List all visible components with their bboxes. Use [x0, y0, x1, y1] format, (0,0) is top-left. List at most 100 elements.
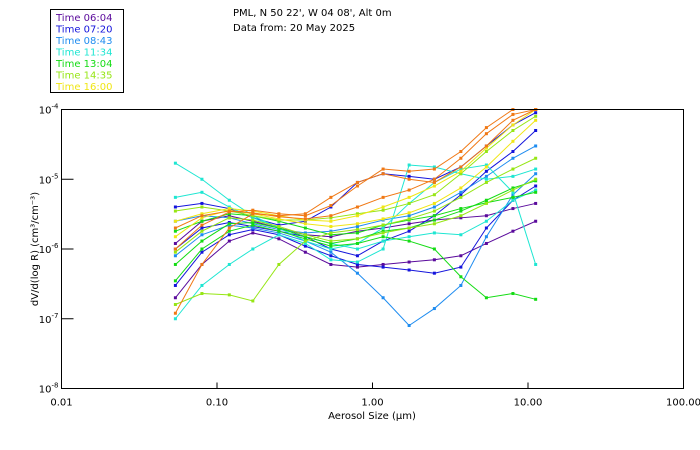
data-point: [303, 239, 307, 243]
legend-entry: Time 13:04: [55, 59, 112, 70]
data-point: [303, 217, 307, 221]
series-layer: [173, 108, 538, 328]
data-point: [200, 250, 204, 254]
data-point: [251, 220, 255, 224]
data-point: [407, 226, 411, 230]
data-point: [251, 218, 255, 222]
data-point: [432, 247, 436, 251]
data-point: [227, 198, 231, 202]
data-point: [432, 165, 436, 169]
data-point: [459, 283, 463, 287]
data-point: [511, 156, 515, 160]
data-point: [355, 260, 359, 264]
data-point: [251, 231, 255, 235]
data-point: [511, 207, 515, 211]
data-point: [381, 217, 385, 221]
data-point: [355, 262, 359, 266]
data-point: [511, 190, 515, 194]
data-point: [381, 208, 385, 212]
data-point: [303, 233, 307, 237]
data-point: [432, 177, 436, 181]
data-point: [407, 268, 411, 272]
data-point: [303, 231, 307, 235]
data-point: [432, 184, 436, 188]
data-point: [407, 235, 411, 239]
data-point: [511, 149, 515, 153]
data-point: [432, 205, 436, 209]
data-point: [511, 229, 515, 233]
data-point: [200, 223, 204, 227]
y-tick-label: 10-7: [39, 312, 59, 326]
x-tick-label: 1.00: [361, 398, 383, 409]
data-point: [484, 163, 488, 167]
data-point: [381, 265, 385, 269]
data-point: [432, 193, 436, 197]
data-point: [459, 209, 463, 213]
data-point: [459, 207, 463, 211]
data-point: [227, 293, 231, 297]
data-point: [484, 144, 488, 148]
data-point: [277, 217, 281, 221]
data-point: [381, 167, 385, 171]
data-point: [381, 235, 385, 239]
data-point: [329, 214, 333, 218]
data-point: [329, 235, 333, 239]
data-point: [173, 241, 177, 245]
data-point: [407, 201, 411, 205]
data-point: [381, 247, 385, 251]
data-point: [407, 177, 411, 181]
data-point: [200, 190, 204, 194]
data-point: [173, 311, 177, 315]
series-07:20c: [173, 128, 538, 258]
data-point: [303, 212, 307, 216]
data-point: [511, 123, 515, 127]
data-point: [484, 198, 488, 202]
data-point: [227, 205, 231, 209]
data-point: [432, 258, 436, 262]
data-point: [381, 195, 385, 199]
data-point: [407, 174, 411, 178]
data-point: [355, 247, 359, 251]
data-point: [200, 177, 204, 181]
data-point: [303, 214, 307, 218]
data-point: [432, 307, 436, 311]
data-point: [432, 222, 436, 226]
series-06:04: [173, 219, 538, 300]
data-point: [200, 233, 204, 237]
data-point: [329, 225, 333, 229]
data-point: [173, 209, 177, 213]
data-point: [173, 279, 177, 283]
series-08:43: [173, 172, 538, 328]
data-point: [407, 324, 411, 328]
data-point: [227, 222, 231, 226]
data-point: [459, 214, 463, 218]
data-point: [407, 195, 411, 199]
data-point: [534, 177, 538, 181]
data-point: [303, 237, 307, 241]
data-point: [329, 219, 333, 223]
x-tick-label: 0.10: [206, 398, 228, 409]
data-point: [459, 186, 463, 190]
data-point: [407, 239, 411, 243]
data-point: [173, 161, 177, 165]
data-point: [173, 205, 177, 209]
x-axis-label: Aerosol Size (µm): [328, 411, 416, 422]
data-point: [407, 169, 411, 173]
data-point: [484, 241, 488, 245]
data-point: [459, 275, 463, 279]
data-point: [534, 111, 538, 115]
x-axis: 0.01 0.10 1.00 10.00 100.00: [50, 382, 700, 409]
data-point: [459, 195, 463, 199]
data-point: [407, 188, 411, 192]
data-point: [534, 201, 538, 205]
data-point: [484, 235, 488, 239]
data-point: [432, 271, 436, 275]
data-point: [432, 218, 436, 222]
data-point: [227, 210, 231, 214]
data-point: [303, 226, 307, 230]
legend-entry: Time 16:00: [55, 82, 112, 93]
data-point: [381, 231, 385, 235]
data-point: [329, 247, 333, 251]
y-tick-label: 10-8: [39, 382, 59, 396]
